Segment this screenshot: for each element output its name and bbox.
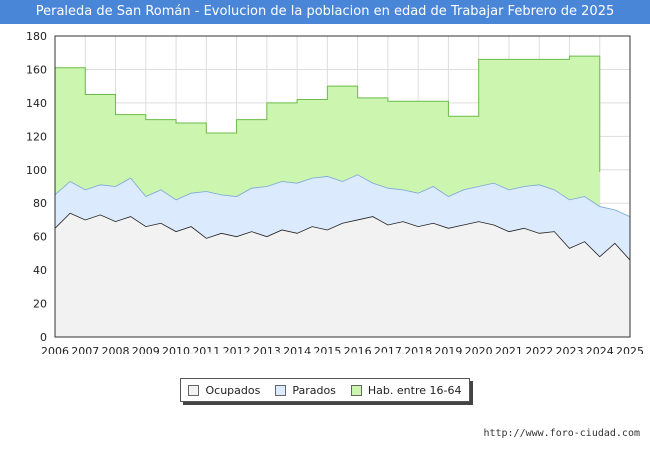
chart-title: Peraleda de San Román - Evolucion de la … [0, 0, 650, 24]
x-tick-label-2009: 2009 [132, 345, 160, 354]
y-tick-label-120: 120 [26, 130, 47, 143]
y-tick-label-160: 160 [26, 63, 47, 76]
x-tick-label-2006: 2006 [41, 345, 69, 354]
x-tick-label-2015: 2015 [313, 345, 341, 354]
y-tick-label-20: 20 [33, 298, 47, 311]
x-tick-label-2008: 2008 [102, 345, 130, 354]
legend-item-hab: Hab. entre 16-64 [350, 383, 462, 397]
series-ocupados-area [55, 213, 630, 337]
x-tick-label-2023: 2023 [555, 345, 583, 354]
watermark: FORO-CIUDAD.COM [187, 350, 433, 354]
legend-swatch-hab [350, 384, 362, 396]
population-chart: 0 20 40 60 80 100 120 140 160 180 2006 2007 2008 2009… [26, 30, 644, 354]
x-tick-label-2007: 2007 [71, 345, 99, 354]
x-tick-label-2010: 2010 [162, 345, 190, 354]
x-tick-label-2018: 2018 [404, 345, 432, 354]
x-tick-label-2017: 2017 [374, 345, 402, 354]
series-parados-line [54, 174, 631, 217]
y-tick-label-0: 0 [40, 331, 47, 344]
y-tick-label-180: 180 [26, 30, 47, 43]
x-tick-label-2011: 2011 [192, 345, 220, 354]
legend-swatch-ocupados [188, 384, 200, 396]
series-hab-line [55, 55, 601, 172]
series-ocupados-line [54, 212, 631, 261]
x-tick-label-2022: 2022 [525, 345, 553, 354]
y-tick-label-80: 80 [33, 197, 47, 210]
x-tick-label-2020: 2020 [465, 345, 493, 354]
series-layer [54, 55, 631, 338]
y-tick-label-40: 40 [33, 264, 47, 277]
x-tick-label-2021: 2021 [495, 345, 523, 354]
x-tick-label-2013: 2013 [253, 345, 281, 354]
x-tick-label-2024: 2024 [586, 345, 614, 354]
y-tick-label-140: 140 [26, 97, 47, 110]
legend-label-ocupados: Ocupados [205, 383, 261, 397]
legend-item-ocupados: Ocupados [188, 384, 260, 397]
source-url[interactable]: http://www.foro-ciudad.com [483, 428, 640, 439]
y-tick-label-60: 60 [33, 231, 47, 244]
legend-swatch-parados [275, 384, 287, 396]
legend-label-parados: Parados [292, 383, 336, 397]
plot-border [54, 35, 631, 338]
x-tick-label-2014: 2014 [283, 345, 311, 354]
y-tick-label-100: 100 [26, 164, 47, 177]
x-tick-label-2025: 2025 [616, 345, 644, 354]
x-tick-label-2019: 2019 [434, 345, 462, 354]
axis-layer: 0 20 40 60 80 100 120 140 160 180 2006 2007 2008 2009… [26, 30, 644, 354]
legend: Ocupados Parados Hab. entre 16-64 [180, 378, 470, 402]
legend-label-hab: Hab. entre 16-64 [367, 383, 462, 397]
x-tick-label-2012: 2012 [223, 345, 251, 354]
x-tick-label-2016: 2016 [344, 345, 372, 354]
legend-item-parados: Parados [275, 384, 336, 397]
